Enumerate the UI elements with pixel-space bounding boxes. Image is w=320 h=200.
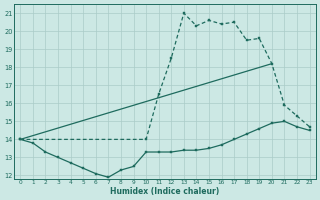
X-axis label: Humidex (Indice chaleur): Humidex (Indice chaleur) [110, 187, 220, 196]
